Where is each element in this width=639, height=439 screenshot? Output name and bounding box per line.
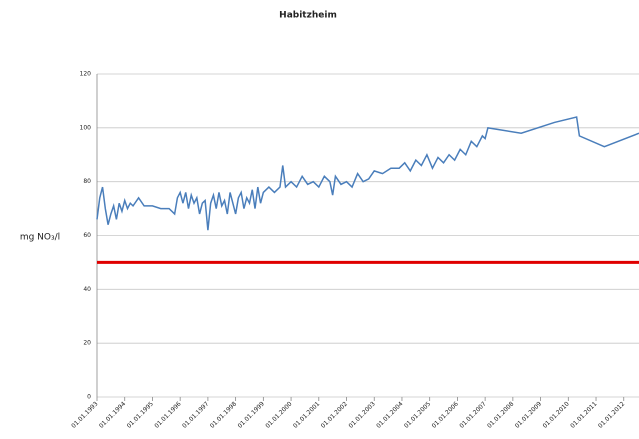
x-tick-label: 01.01.2009 <box>514 400 543 429</box>
x-tick-label: 01.01.2001 <box>292 400 321 429</box>
y-tick-label: 0 <box>87 394 91 401</box>
x-tick-label: 01.01.2010 <box>542 400 571 429</box>
x-tick-label: 01.01.2004 <box>375 400 404 429</box>
x-tick-label: 01.01.2011 <box>569 400 598 429</box>
x-tick-label: 01.01.2007 <box>458 400 487 429</box>
data-line <box>96 116 639 231</box>
x-tick-label: 01.01.1995 <box>126 400 155 429</box>
x-tick-label: 01.01.2003 <box>347 400 376 429</box>
x-tick-label: 01.01.2002 <box>320 400 349 429</box>
x-tick-label: 01.01.1994 <box>98 400 127 429</box>
x-tick-label: 01.01.2008 <box>486 400 515 429</box>
x-tick-label: 01.01.1998 <box>209 400 238 429</box>
y-tick-label: 100 <box>80 124 92 131</box>
x-tick-label: 01.01.2012 <box>597 400 626 429</box>
x-tick-label: 01.01.2000 <box>264 400 293 429</box>
y-axis-label: mg NO₃/l <box>20 233 60 243</box>
y-tick-label: 40 <box>83 286 91 293</box>
y-tick-label: 120 <box>80 71 92 78</box>
x-tick-label: 01.01.1996 <box>153 400 182 429</box>
y-tick-label: 80 <box>83 178 91 185</box>
x-tick-label: 01.01.1999 <box>237 400 266 429</box>
x-tick-label: 01.01.1993 <box>70 400 99 429</box>
x-tick-label: 01.01.1997 <box>181 400 210 429</box>
y-tick-label: 60 <box>83 232 91 239</box>
chart-title: Habitzheim <box>279 11 337 21</box>
x-tick-label: 01.01.2005 <box>403 400 432 429</box>
x-tick-label: 01.01.2006 <box>431 400 460 429</box>
y-tick-label: 20 <box>83 340 91 347</box>
